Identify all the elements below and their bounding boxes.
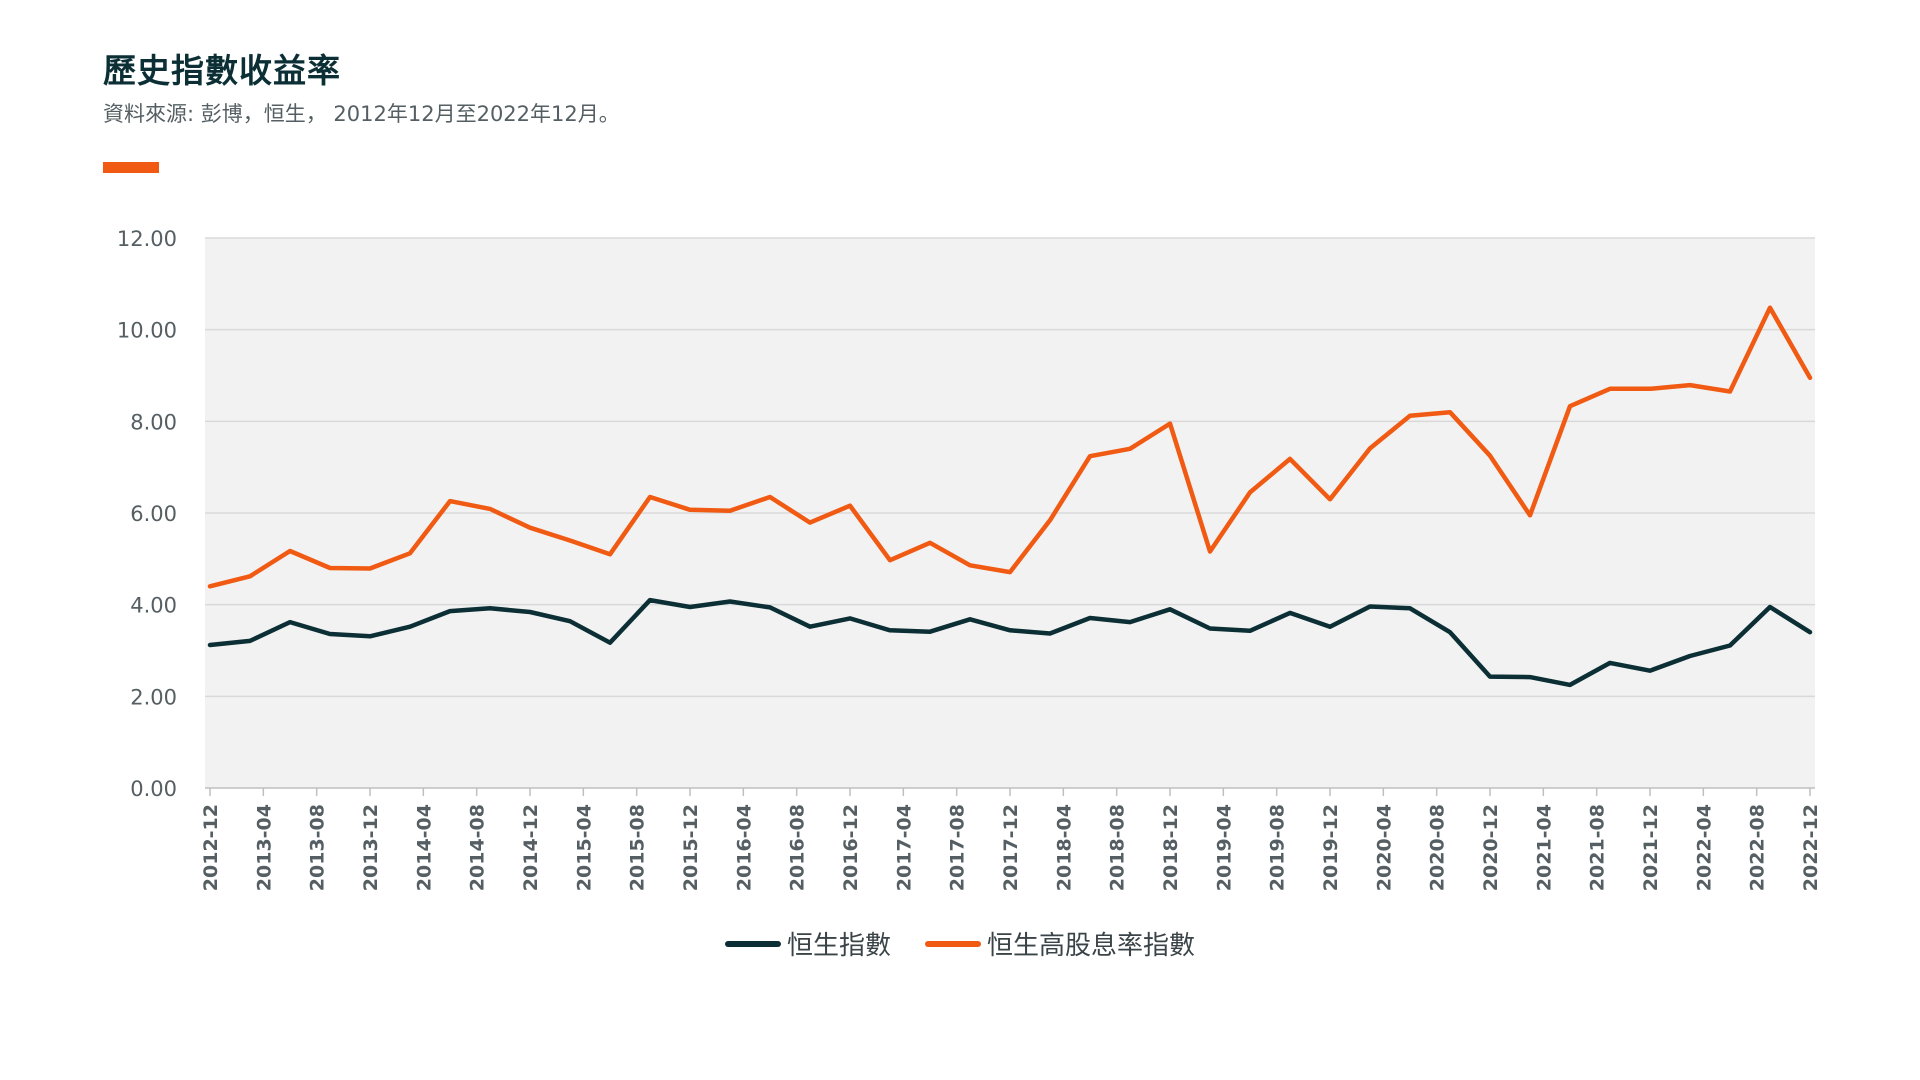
series-line-hsi bbox=[207, 597, 1813, 688]
x-tick-label: 2020-12 bbox=[1480, 804, 1502, 891]
series-line-high-dividend bbox=[207, 305, 1813, 589]
y-tick-label: 2.00 bbox=[130, 685, 177, 709]
legend-label: 恒生高股息率指數 bbox=[987, 931, 1196, 961]
legend-item: 恒生指數 bbox=[724, 925, 891, 962]
x-tick-label: 2022-08 bbox=[1747, 804, 1769, 891]
y-tick-label: 10.00 bbox=[117, 319, 177, 343]
y-tick-label: 0.00 bbox=[130, 777, 177, 801]
x-tick-label: 2021-12 bbox=[1640, 804, 1662, 891]
x-tick-label: 2017-08 bbox=[947, 804, 969, 891]
x-tick-label: 2014-08 bbox=[467, 804, 489, 891]
page-subtitle: 資料來源: 彭博，恒生， 2012年12月至2022年12月。 bbox=[103, 102, 620, 126]
page-title: 歷史指數收益率 bbox=[103, 51, 341, 90]
x-tick-label: 2013-04 bbox=[253, 804, 275, 891]
x-tick-label: 2016-12 bbox=[840, 804, 862, 891]
chart-legend: 恒生指數 恒生高股息率指數 bbox=[0, 925, 1920, 962]
line-chart: 0.00 2.00 4.00 6.00 8.00 10.00 12.00 2012-12 201… bbox=[117, 227, 1822, 891]
y-tick-label: 8.00 bbox=[130, 410, 177, 434]
x-tick-label: 2019-12 bbox=[1320, 804, 1342, 891]
x-tick-label: 2021-04 bbox=[1533, 804, 1555, 891]
x-tick-label: 2014-12 bbox=[520, 804, 542, 891]
legend-swatch bbox=[925, 940, 981, 947]
x-tick-label: 2016-08 bbox=[787, 804, 809, 891]
x-tick-label: 2015-12 bbox=[680, 804, 702, 891]
x-tick-label: 2022-12 bbox=[1800, 804, 1822, 891]
x-tick-label: 2017-04 bbox=[893, 804, 915, 891]
legend-item: 恒生高股息率指數 bbox=[925, 925, 1195, 962]
x-tick-label: 2019-08 bbox=[1267, 804, 1289, 891]
x-tick-label: 2014-04 bbox=[413, 804, 435, 891]
x-tick-label: 2020-08 bbox=[1427, 804, 1449, 891]
accent-bar bbox=[103, 162, 159, 173]
x-tick-label: 2013-12 bbox=[360, 804, 382, 891]
x-tick-label: 2015-08 bbox=[627, 804, 649, 891]
y-tick-label: 4.00 bbox=[130, 594, 177, 618]
y-tick-label: 6.00 bbox=[130, 502, 177, 526]
x-tick-label: 2018-04 bbox=[1053, 804, 1075, 891]
x-tick-label: 2018-08 bbox=[1107, 804, 1129, 891]
legend-swatch bbox=[724, 940, 781, 947]
x-tick-label: 2021-08 bbox=[1587, 804, 1609, 891]
legend-label: 恒生指數 bbox=[786, 931, 891, 961]
x-tick-label: 2017-12 bbox=[1000, 804, 1022, 891]
x-tick-label: 2018-12 bbox=[1160, 804, 1182, 891]
x-tick-label: 2015-04 bbox=[573, 804, 595, 891]
x-tick-label: 2016-04 bbox=[733, 804, 755, 891]
y-tick-label: 12.00 bbox=[117, 227, 177, 251]
x-tick-label: 2013-08 bbox=[307, 804, 329, 891]
x-tick-label: 2022-04 bbox=[1693, 804, 1715, 891]
x-tick-label: 2019-04 bbox=[1213, 804, 1235, 891]
x-tick-label: 2012-12 bbox=[200, 804, 222, 891]
x-tick-label: 2020-04 bbox=[1373, 804, 1395, 891]
